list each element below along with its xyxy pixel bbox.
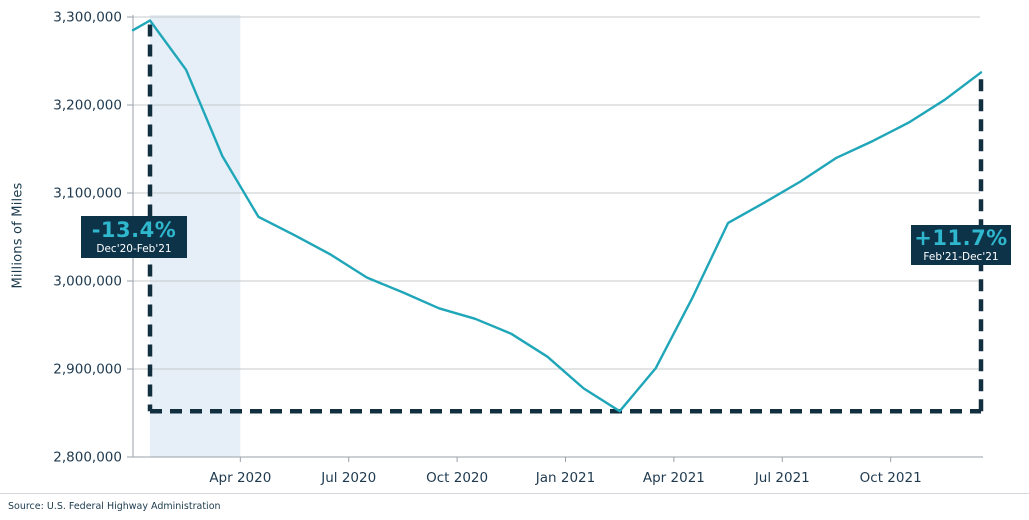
x-tick-label: Jan 2021 <box>535 470 595 486</box>
y-tick-label: 3,100,000 <box>53 186 122 202</box>
y-tick-label: 2,900,000 <box>53 362 122 378</box>
recovery-percentage: +11.7% <box>914 226 1008 251</box>
x-tick-label: Oct 2020 <box>426 470 488 486</box>
decline-date-range: Dec'20-Feb'21 <box>96 242 172 255</box>
chart-footer: Source: U.S. Federal Highway Administrat… <box>0 493 1029 520</box>
y-tick-label: 2,800,000 <box>53 450 122 466</box>
recovery-callout: +11.7% Feb'21-Dec'21 <box>911 225 1011 265</box>
x-tick-label: Jul 2020 <box>320 470 376 486</box>
vmt-chart-canvas: 3,300,000 3,200,000 3,100,000 3,000,000 2,90… <box>53 10 984 486</box>
recovery-date-range: Feb'21-Dec'21 <box>923 250 999 263</box>
decline-callout: -13.4% Dec'20-Feb'21 <box>81 216 187 258</box>
x-tick-label: Oct 2021 <box>860 470 922 486</box>
y-tick-label: 3,200,000 <box>53 98 122 114</box>
vmt-line <box>131 19 983 413</box>
x-tick-label: Apr 2020 <box>209 470 271 486</box>
x-tick-label: Jul 2021 <box>754 470 810 486</box>
y-axis-title: Millions of Miles <box>10 182 26 289</box>
decline-percentage: -13.4% <box>91 218 177 243</box>
x-tick-label: Apr 2021 <box>643 470 705 486</box>
source-note: Source: U.S. Federal Highway Administrat… <box>8 501 221 512</box>
vmt-chart: 3,300,000 3,200,000 3,100,000 3,000,000 2,90… <box>10 10 1011 486</box>
y-tick-label: 3,300,000 <box>53 10 122 26</box>
y-tick-label: 3,000,000 <box>53 274 122 290</box>
